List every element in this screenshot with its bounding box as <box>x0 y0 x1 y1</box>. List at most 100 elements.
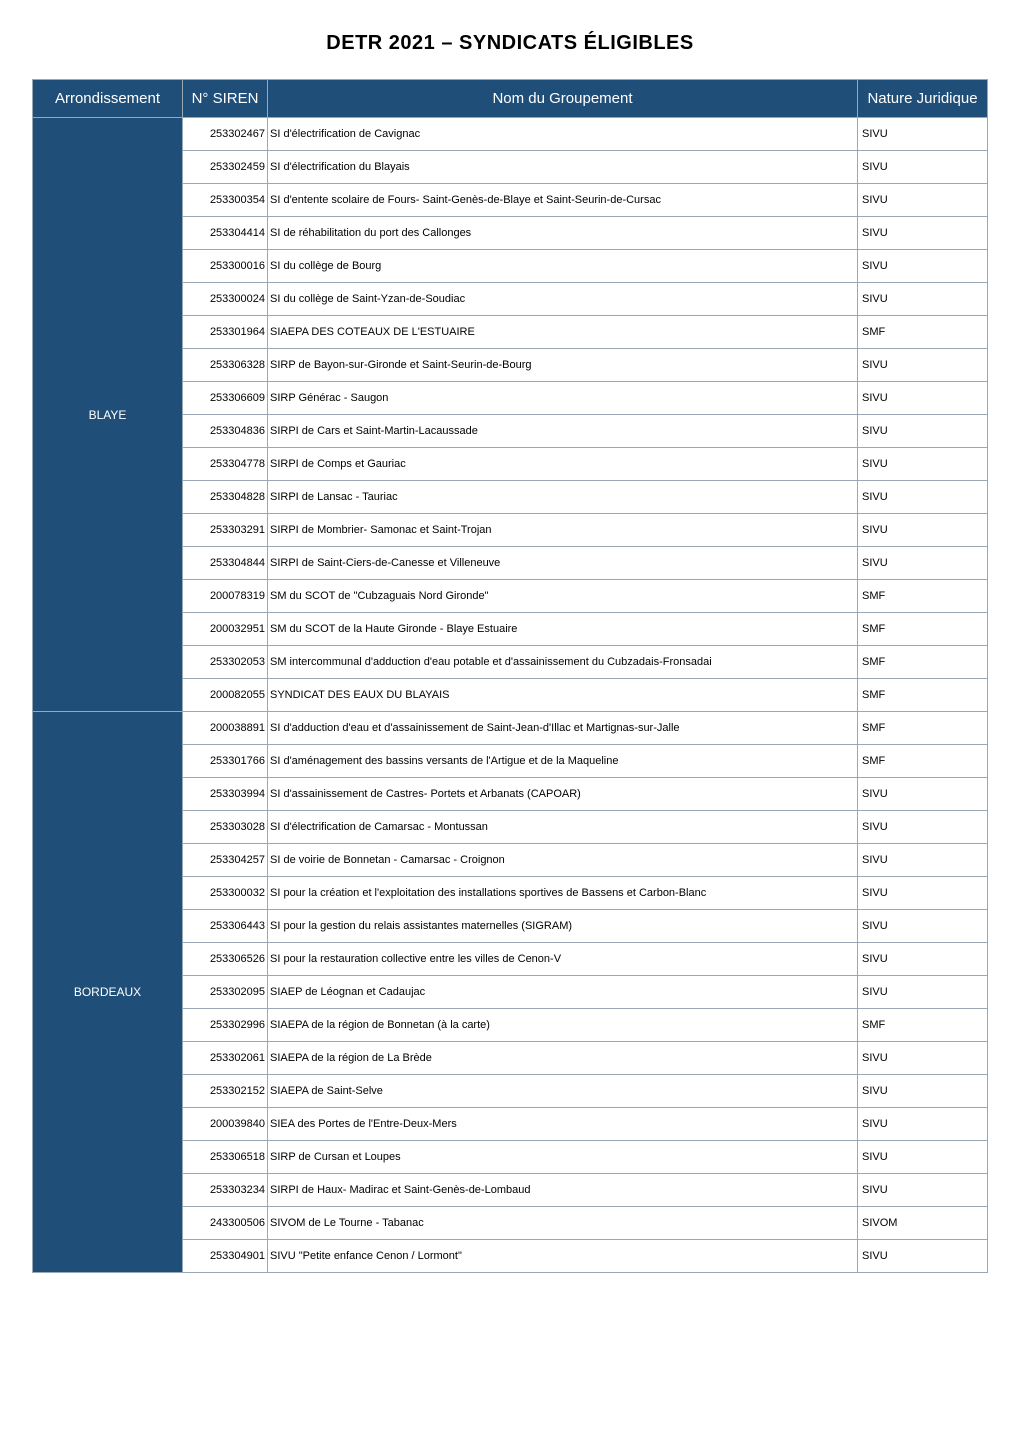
nom-cell: SIRPI de Comps et Gauriac <box>268 448 858 481</box>
nature-cell: SIVU <box>858 1075 988 1108</box>
siren-cell: 253301964 <box>183 316 268 349</box>
nom-cell: SI de réhabilitation du port des Callong… <box>268 217 858 250</box>
siren-cell: 253306518 <box>183 1141 268 1174</box>
table-row: BLAYE253302467SI d'électrification de Ca… <box>33 118 988 151</box>
header-arrondissement: Arrondissement <box>33 80 183 118</box>
nature-cell: SIVU <box>858 778 988 811</box>
nom-cell: SIRPI de Lansac - Tauriac <box>268 481 858 514</box>
nature-cell: SMF <box>858 1009 988 1042</box>
table-header: Arrondissement N° SIREN Nom du Groupemen… <box>33 80 988 118</box>
nature-cell: SIVU <box>858 514 988 547</box>
nature-cell: SIVU <box>858 415 988 448</box>
nom-cell: SIAEPA de la région de Bonnetan (à la ca… <box>268 1009 858 1042</box>
nom-cell: SYNDICAT DES EAUX DU BLAYAIS <box>268 679 858 712</box>
nom-cell: SI d'électrification de Camarsac - Montu… <box>268 811 858 844</box>
nature-cell: SIVU <box>858 184 988 217</box>
siren-cell: 253304778 <box>183 448 268 481</box>
siren-cell: 253300016 <box>183 250 268 283</box>
siren-cell: 253302061 <box>183 1042 268 1075</box>
siren-cell: 253304828 <box>183 481 268 514</box>
nature-cell: SMF <box>858 745 988 778</box>
nature-cell: SIVU <box>858 1108 988 1141</box>
nature-cell: SIVU <box>858 217 988 250</box>
nom-cell: SIRP Générac - Saugon <box>268 382 858 415</box>
nom-cell: SIRPI de Haux- Madirac et Saint-Genès-de… <box>268 1174 858 1207</box>
siren-cell: 253302996 <box>183 1009 268 1042</box>
nom-cell: SI d'adduction d'eau et d'assainissement… <box>268 712 858 745</box>
siren-cell: 200039840 <box>183 1108 268 1141</box>
nom-cell: SI d'électrification du Blayais <box>268 151 858 184</box>
nature-cell: SIVOM <box>858 1207 988 1240</box>
siren-cell: 253302459 <box>183 151 268 184</box>
nature-cell: SIVU <box>858 547 988 580</box>
nature-cell: SIVU <box>858 283 988 316</box>
nom-cell: SI pour la création et l'exploitation de… <box>268 877 858 910</box>
header-nom: Nom du Groupement <box>268 80 858 118</box>
siren-cell: 253302053 <box>183 646 268 679</box>
nature-cell: SMF <box>858 613 988 646</box>
nature-cell: SMF <box>858 712 988 745</box>
nom-cell: SIAEPA DES COTEAUX DE L'ESTUAIRE <box>268 316 858 349</box>
nom-cell: SIAEPA de Saint-Selve <box>268 1075 858 1108</box>
nom-cell: SI pour la restauration collective entre… <box>268 943 858 976</box>
siren-cell: 253300354 <box>183 184 268 217</box>
nom-cell: SI du collège de Saint-Yzan-de-Soudiac <box>268 283 858 316</box>
nom-cell: SIVU "Petite enfance Cenon / Lormont" <box>268 1240 858 1273</box>
table-body: BLAYE253302467SI d'électrification de Ca… <box>33 118 988 1273</box>
nom-cell: SIAEP de Léognan et Cadaujac <box>268 976 858 1009</box>
nature-cell: SIVU <box>858 811 988 844</box>
nom-cell: SI de voirie de Bonnetan - Camarsac - Cr… <box>268 844 858 877</box>
nature-cell: SIVU <box>858 1042 988 1075</box>
siren-cell: 253300032 <box>183 877 268 910</box>
nature-cell: SIVU <box>858 151 988 184</box>
nature-cell: SIVU <box>858 118 988 151</box>
siren-cell: 253302467 <box>183 118 268 151</box>
nom-cell: SIAEPA de la région de La Brède <box>268 1042 858 1075</box>
arrondissement-cell: BLAYE <box>33 118 183 712</box>
nom-cell: SI d'électrification de Cavignac <box>268 118 858 151</box>
nom-cell: SM du SCOT de la Haute Gironde - Blaye E… <box>268 613 858 646</box>
nature-cell: SIVU <box>858 250 988 283</box>
siren-cell: 253304414 <box>183 217 268 250</box>
nature-cell: SIVU <box>858 910 988 943</box>
siren-cell: 253304901 <box>183 1240 268 1273</box>
table-row: BORDEAUX200038891SI d'adduction d'eau et… <box>33 712 988 745</box>
nature-cell: SIVU <box>858 976 988 1009</box>
nature-cell: SMF <box>858 316 988 349</box>
nom-cell: SIEA des Portes de l'Entre-Deux-Mers <box>268 1108 858 1141</box>
nom-cell: SIRP de Cursan et Loupes <box>268 1141 858 1174</box>
nature-cell: SMF <box>858 679 988 712</box>
siren-cell: 253306443 <box>183 910 268 943</box>
nature-cell: SIVU <box>858 1141 988 1174</box>
siren-cell: 253303234 <box>183 1174 268 1207</box>
siren-cell: 253304836 <box>183 415 268 448</box>
siren-cell: 200032951 <box>183 613 268 646</box>
nature-cell: SIVU <box>858 481 988 514</box>
siren-cell: 243300506 <box>183 1207 268 1240</box>
siren-cell: 253304257 <box>183 844 268 877</box>
nature-cell: SIVU <box>858 382 988 415</box>
siren-cell: 253303994 <box>183 778 268 811</box>
nature-cell: SIVU <box>858 943 988 976</box>
nature-cell: SIVU <box>858 877 988 910</box>
nature-cell: SMF <box>858 580 988 613</box>
arrondissement-cell: BORDEAUX <box>33 712 183 1273</box>
nom-cell: SIVOM de Le Tourne - Tabanac <box>268 1207 858 1240</box>
syndicats-table: Arrondissement N° SIREN Nom du Groupemen… <box>32 79 988 1273</box>
nom-cell: SM intercommunal d'adduction d'eau potab… <box>268 646 858 679</box>
nature-cell: SIVU <box>858 1174 988 1207</box>
nom-cell: SI d'entente scolaire de Fours- Saint-Ge… <box>268 184 858 217</box>
nom-cell: SI d'aménagement des bassins versants de… <box>268 745 858 778</box>
siren-cell: 253301766 <box>183 745 268 778</box>
nom-cell: SM du SCOT de "Cubzaguais Nord Gironde" <box>268 580 858 613</box>
header-nature: Nature Juridique <box>858 80 988 118</box>
nature-cell: SMF <box>858 646 988 679</box>
nature-cell: SIVU <box>858 1240 988 1273</box>
nom-cell: SIRPI de Saint-Ciers-de-Canesse et Ville… <box>268 547 858 580</box>
siren-cell: 200078319 <box>183 580 268 613</box>
siren-cell: 253302095 <box>183 976 268 1009</box>
siren-cell: 253306328 <box>183 349 268 382</box>
nom-cell: SI pour la gestion du relais assistantes… <box>268 910 858 943</box>
siren-cell: 200038891 <box>183 712 268 745</box>
nom-cell: SI du collège de Bourg <box>268 250 858 283</box>
